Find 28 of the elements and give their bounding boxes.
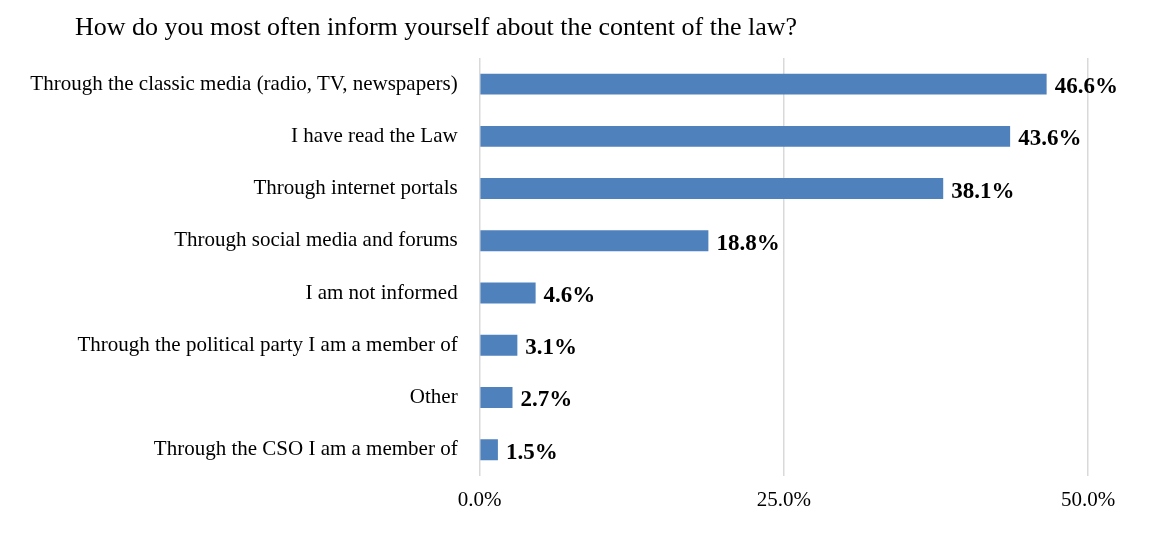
y-tick-label: Through internet portals: [253, 175, 458, 200]
data-label: 1.5%: [505, 438, 558, 464]
data-label: 18.8%: [716, 229, 780, 255]
data-label: 4.6%: [543, 281, 596, 307]
bar: [480, 178, 944, 200]
data-label: 38.1%: [951, 177, 1015, 203]
y-tick-label: Through the political party I am a member of: [77, 331, 458, 356]
y-tick-label: Through social media and forums: [174, 227, 458, 252]
y-tick-label: I have read the Law: [290, 122, 459, 147]
data-label: 43.6%: [1018, 125, 1082, 151]
x-tick-label: 50.0%: [1060, 486, 1116, 511]
bar: [480, 387, 513, 408]
x-tick-label: 0.0%: [457, 486, 502, 511]
bar: [480, 282, 536, 304]
bar: [480, 439, 498, 461]
data-label: 3.1%: [525, 334, 578, 360]
data-label: 2.7%: [520, 386, 573, 412]
bar: [480, 73, 1047, 95]
y-tick-label: I am not informed: [305, 279, 459, 304]
y-tick-label: Through the classic media (radio, TV, newspapers): [30, 70, 458, 95]
x-tick-label: 25.0%: [756, 486, 811, 511]
chart-title: How do you most often inform yourself about the content of the law?: [75, 12, 798, 42]
y-tick-label: Through the CSO I am a member of: [153, 436, 458, 461]
bar: [480, 230, 709, 252]
y-tick-label: Other: [409, 383, 458, 408]
data-label: 46.6%: [1054, 73, 1118, 99]
bar: [480, 334, 518, 356]
bar: [480, 125, 1011, 147]
